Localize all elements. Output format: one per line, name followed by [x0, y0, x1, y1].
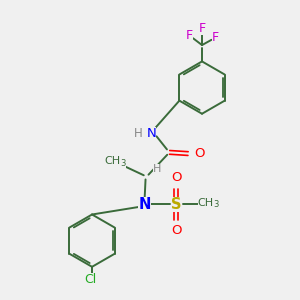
Text: Cl: Cl [84, 273, 97, 286]
Text: S: S [171, 196, 181, 211]
Text: O: O [195, 147, 205, 160]
Text: F: F [212, 31, 219, 44]
Text: 3: 3 [121, 159, 126, 168]
Text: F: F [199, 22, 206, 35]
Text: CH: CH [197, 198, 214, 208]
Text: CH: CH [104, 156, 121, 166]
Text: F: F [186, 29, 193, 42]
Text: 3: 3 [213, 200, 219, 209]
Text: O: O [171, 224, 181, 237]
Text: N: N [139, 196, 151, 211]
Text: N: N [146, 127, 156, 140]
Text: H: H [153, 164, 161, 174]
Text: O: O [171, 171, 181, 184]
Text: H: H [134, 127, 143, 140]
